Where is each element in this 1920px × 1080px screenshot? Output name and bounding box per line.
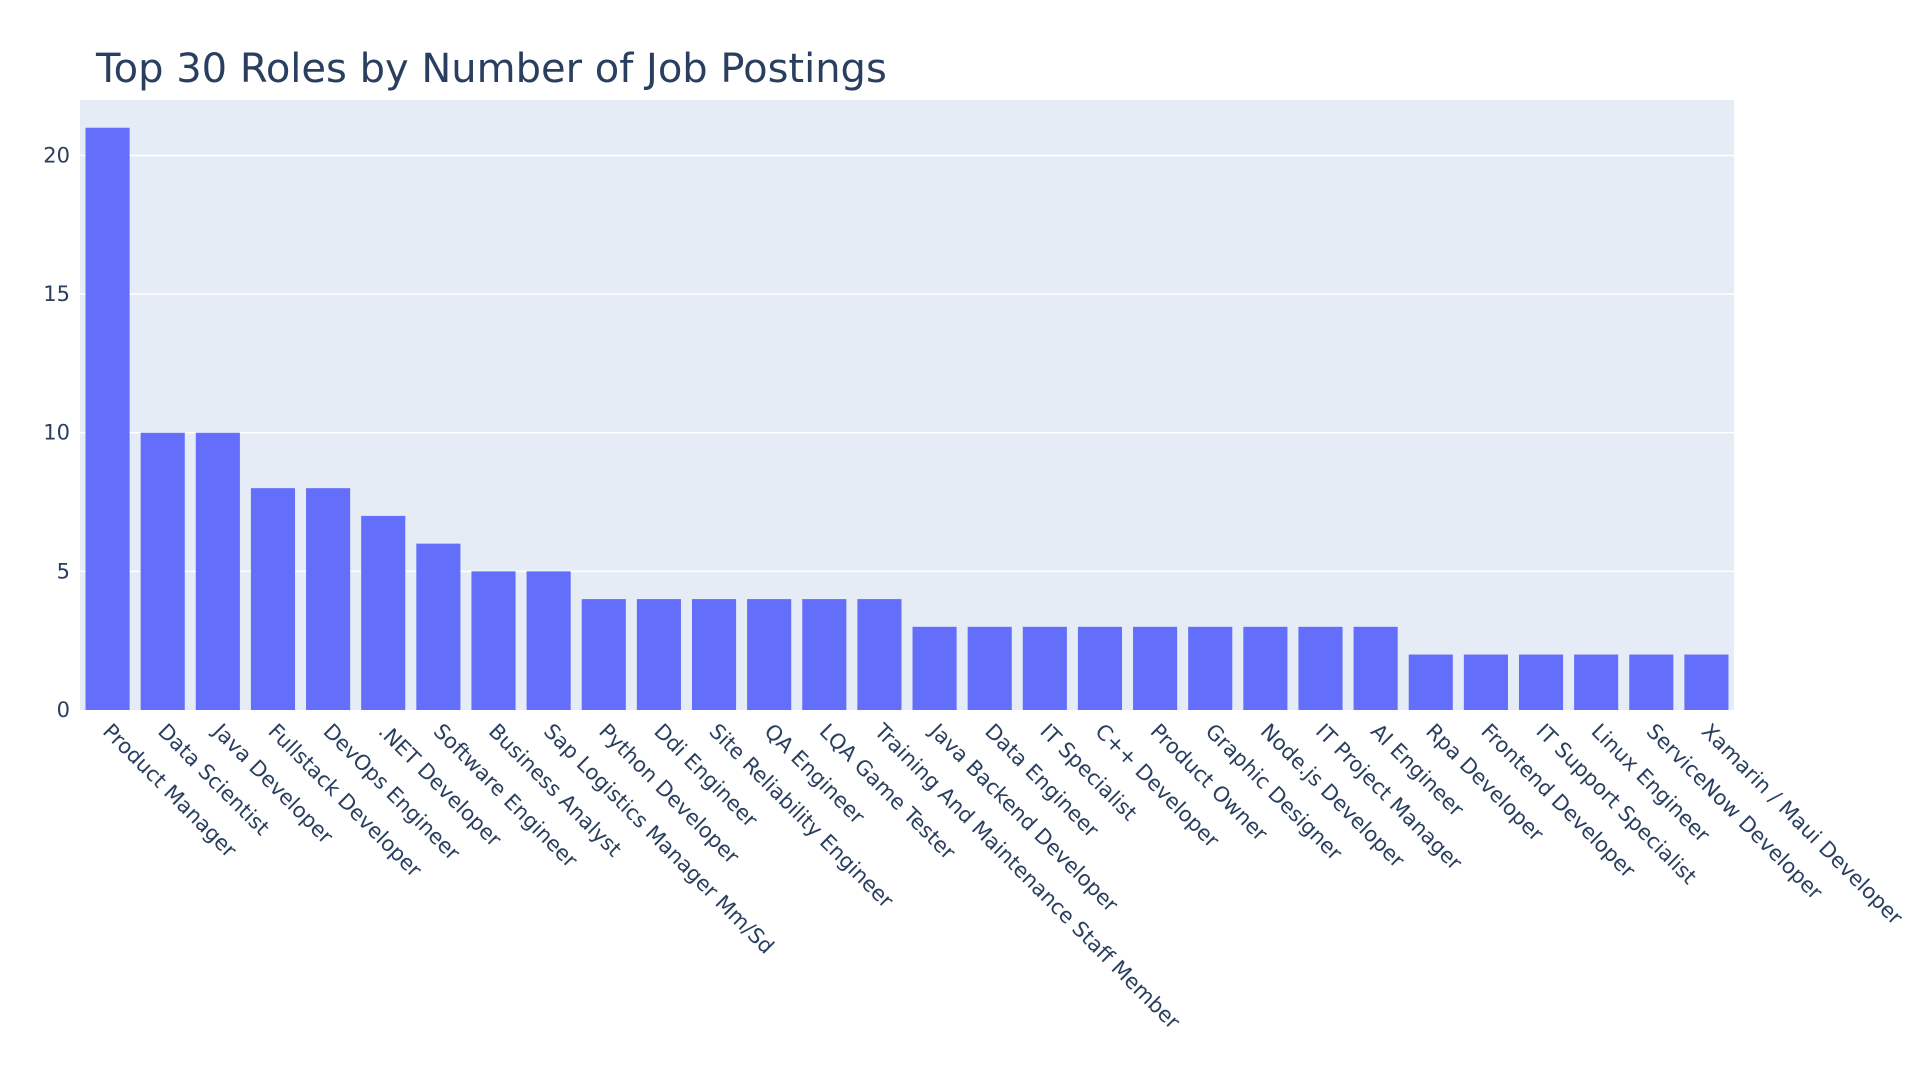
bar (471, 571, 516, 710)
y-tick-label: 5 (57, 559, 70, 583)
bar (306, 488, 351, 710)
bar (140, 432, 185, 710)
bar (1353, 626, 1398, 710)
bar (1684, 654, 1729, 710)
bar (1408, 654, 1453, 710)
bars (85, 127, 1729, 710)
bar (802, 599, 847, 710)
y-axis-ticks: 0 5 10 15 20 (43, 143, 70, 722)
bar (1574, 654, 1619, 710)
y-tick-label: 15 (43, 282, 70, 306)
x-tick-label: Xamarin / Maui Developer (1697, 719, 1908, 930)
y-tick-label: 0 (57, 698, 70, 722)
gridlines (80, 154, 1734, 573)
bar (581, 599, 626, 710)
bar (912, 626, 957, 710)
bar (1022, 626, 1067, 710)
bar (195, 432, 240, 710)
bar (967, 626, 1012, 710)
bar (250, 488, 296, 710)
plot-background (80, 100, 1734, 710)
bar (85, 127, 130, 710)
bar (636, 599, 681, 710)
bar (526, 571, 571, 710)
chart-title: Top 30 Roles by Number of Job Postings (95, 46, 887, 92)
bar (1463, 654, 1508, 710)
bar (361, 515, 406, 710)
y-tick-label: 20 (43, 143, 70, 167)
bar (1188, 626, 1233, 710)
bar (1629, 654, 1674, 710)
bar (691, 599, 737, 710)
bar (416, 543, 461, 710)
bar (1077, 626, 1123, 710)
bar (1133, 626, 1178, 710)
bar (747, 599, 792, 710)
bar (1518, 654, 1564, 710)
y-tick-label: 10 (43, 421, 70, 445)
bar (857, 599, 902, 710)
bar (1298, 626, 1343, 710)
bar (1243, 626, 1288, 710)
